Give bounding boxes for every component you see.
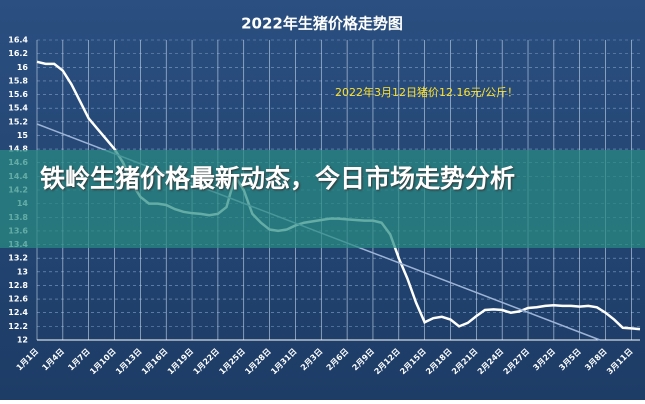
y-tick-label: 16 [17, 63, 29, 72]
y-tick-label: 13 [17, 267, 28, 276]
chart-title: 2022年生猪价格走势图 [241, 15, 403, 33]
y-tick-label: 15.8 [8, 76, 28, 85]
y-tick-label: 15.6 [8, 90, 28, 99]
y-tick-label: 14.8 [8, 145, 28, 154]
y-tick-label: 13.2 [8, 254, 28, 263]
banner-title: 铁岭生猪价格最新动态，今日市场走势分析 [40, 164, 516, 193]
y-tick-label: 12.6 [8, 295, 28, 304]
banner-box: 铁岭生猪价格最新动态，今日市场走势分析 [40, 164, 516, 193]
y-tick-label: 15.4 [8, 104, 28, 113]
y-tick-label: 12.4 [8, 308, 28, 317]
banner-band [0, 150, 645, 248]
y-tick-label: 12 [17, 336, 28, 345]
y-tick-label: 16.2 [8, 49, 28, 58]
y-tick-label: 16.4 [8, 36, 28, 45]
y-tick-label: 15 [17, 131, 29, 140]
annotation-box: 2022年3月12日猪价12.16元/公斤！ [335, 86, 519, 99]
y-tick-label: 12.8 [8, 281, 28, 290]
annotation: 2022年3月12日猪价12.16元/公斤！ [335, 86, 519, 99]
y-tick-label: 15.2 [8, 117, 28, 126]
y-tick-label: 12.2 [8, 322, 28, 331]
